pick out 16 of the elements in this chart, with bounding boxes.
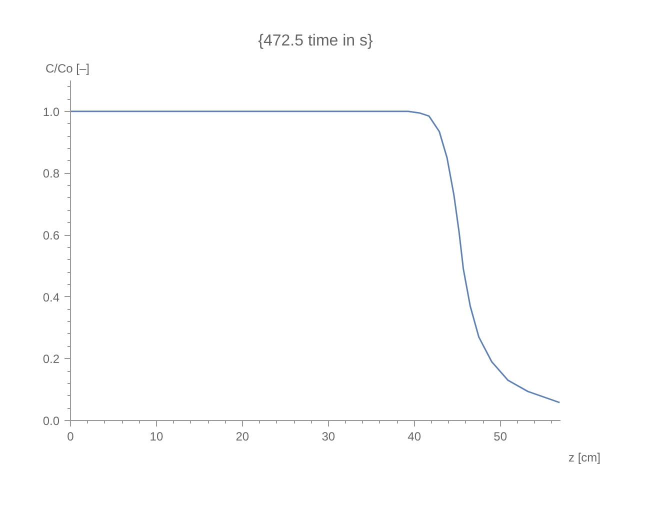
- x-tick-label: 30: [322, 430, 336, 444]
- x-axis-title: z [cm]: [568, 450, 600, 464]
- y-tick-label: 0.4: [42, 290, 60, 304]
- y-tick-label: 1.0: [42, 104, 60, 119]
- y-axis-title: C/Co [–]: [46, 62, 90, 76]
- y-tick-label: 0.0: [42, 414, 60, 428]
- x-tick-label: 0: [67, 430, 74, 444]
- x-tick-label: 40: [408, 430, 422, 444]
- x-tick-label: 20: [236, 430, 250, 444]
- x-tick-label: 50: [494, 430, 508, 444]
- y-tick-label: 0.8: [42, 166, 60, 181]
- x-tick-label: 10: [150, 430, 164, 444]
- line-series: [70, 110, 560, 404]
- y-tick-label: 0.2: [42, 352, 60, 366]
- y-tick-label: 0.6: [42, 228, 60, 243]
- chart-title: {472.5 time in s}: [258, 32, 374, 50]
